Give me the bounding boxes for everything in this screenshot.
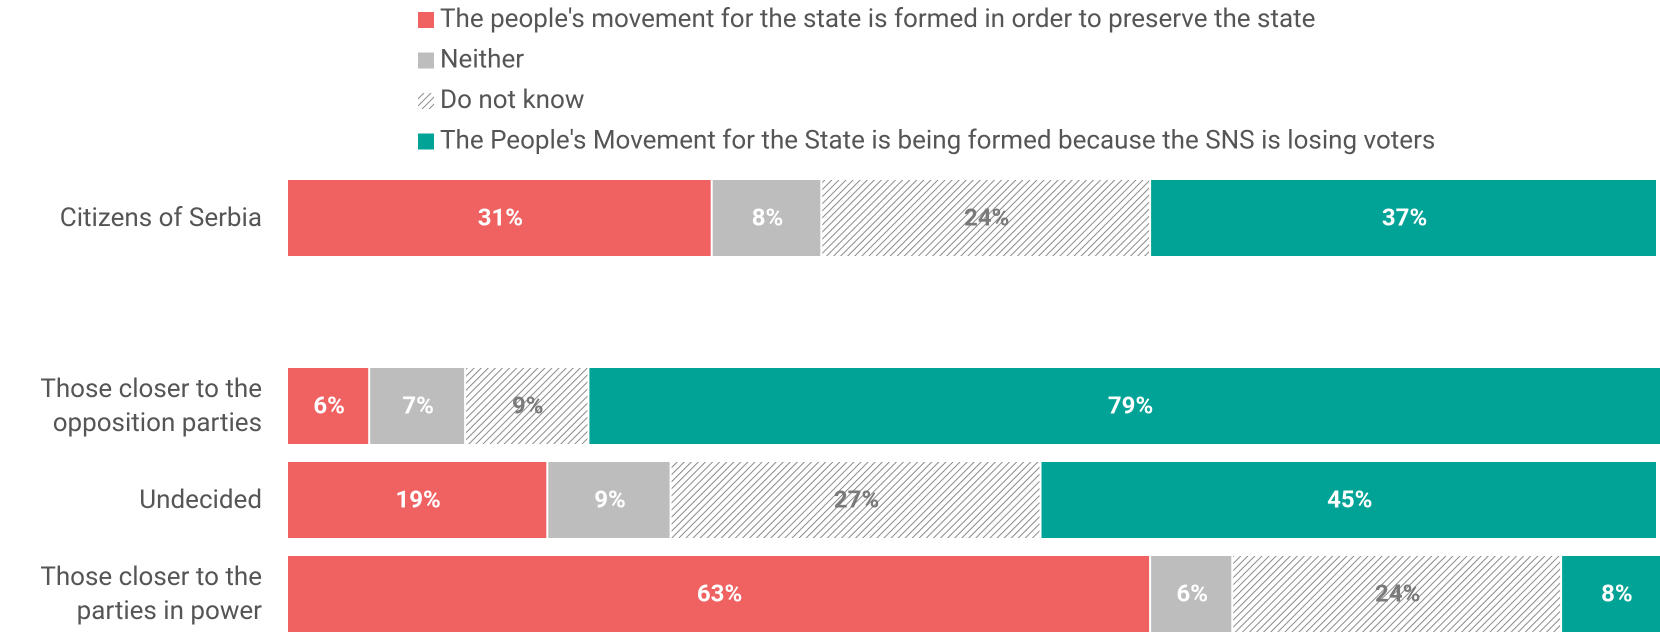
value-label: 6% — [1176, 579, 1208, 607]
bar-segment — [1151, 180, 1656, 256]
legend-label: Do not know — [440, 85, 584, 115]
category-label: Those closer to the opposition parties — [40, 374, 262, 438]
category-label: Those closer to the parties in power — [40, 562, 262, 626]
legend-swatch — [418, 133, 434, 150]
value-label: 63% — [697, 579, 742, 607]
bar-segment — [288, 556, 1150, 632]
legend-label: The people's movement for the state is f… — [440, 4, 1315, 34]
value-label: 24% — [1375, 579, 1420, 607]
value-label: 9% — [512, 391, 544, 419]
bar-segment — [548, 462, 670, 538]
legend-label: The People's Movement for the State is b… — [440, 125, 1435, 155]
value-label: 7% — [402, 391, 434, 419]
value-label: 45% — [1327, 485, 1372, 513]
bar-segment — [288, 368, 369, 444]
value-label: 27% — [834, 485, 879, 513]
value-label: 37% — [1382, 203, 1427, 231]
bar-segment — [589, 368, 1660, 444]
category-label: Citizens of Serbia — [59, 203, 262, 233]
value-label: 8% — [1601, 579, 1633, 607]
bar-segment — [712, 180, 821, 256]
bar-segment — [1562, 556, 1660, 632]
value-label: 31% — [478, 203, 523, 231]
value-label: 79% — [1108, 391, 1153, 419]
bar-segment — [1151, 556, 1232, 632]
legend-swatch — [418, 93, 434, 109]
legend-label: Neither — [440, 44, 524, 74]
value-label: 6% — [313, 391, 345, 419]
category-label: Undecided — [139, 485, 262, 515]
value-label: 19% — [396, 485, 441, 513]
bar-segment — [1041, 462, 1656, 538]
value-label: 24% — [964, 203, 1009, 231]
bar-segment — [288, 462, 547, 538]
value-label: 9% — [594, 485, 626, 513]
bar-segment — [671, 462, 1040, 538]
bar-segment — [822, 180, 1150, 256]
bar-segment — [288, 180, 711, 256]
bar-segment — [1233, 556, 1561, 632]
legend-swatch — [418, 12, 434, 28]
value-label: 8% — [752, 203, 784, 231]
bar-segment — [466, 368, 588, 444]
bar-segment — [370, 368, 465, 444]
legend-swatch — [418, 52, 434, 69]
